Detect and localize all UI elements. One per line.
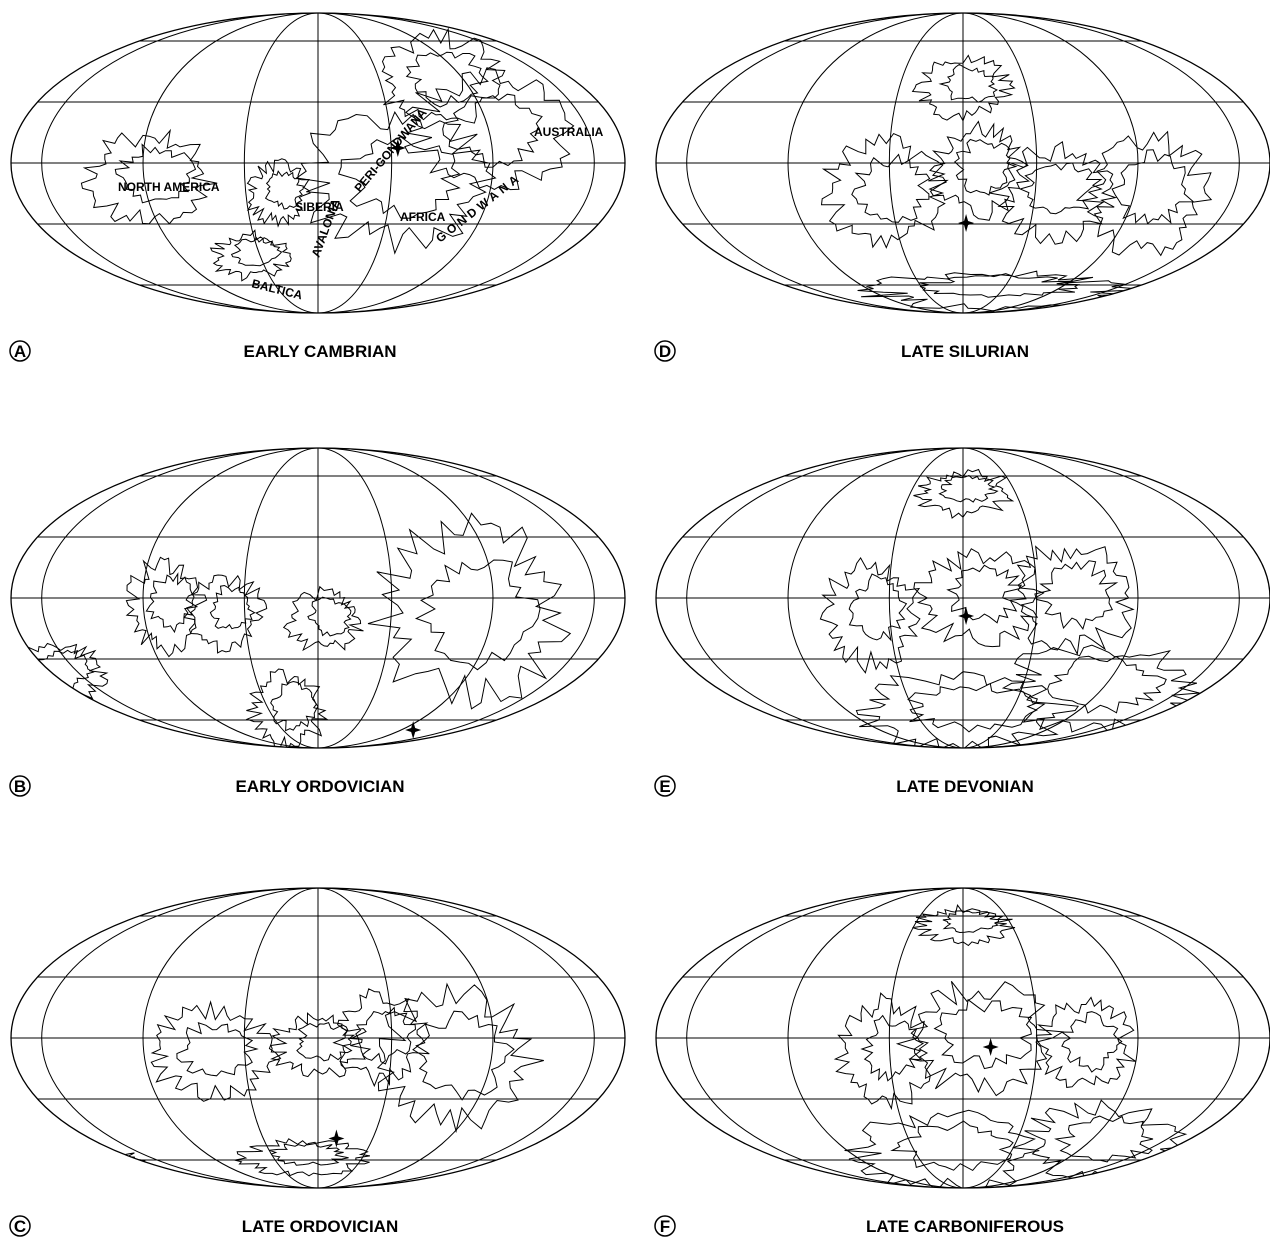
continent-outline: [235, 1139, 370, 1176]
continent-outline: [146, 574, 194, 632]
continent-outline: [928, 122, 1028, 221]
continent-outline: [13, 644, 108, 706]
panel-letter: B: [14, 777, 26, 796]
continent-outline: [1077, 132, 1211, 256]
map-panel: E LATE DEVONIAN: [655, 448, 1270, 796]
pole-star: [983, 1038, 999, 1056]
continent-outline: [892, 1121, 1013, 1170]
panel-title: LATE SILURIAN: [901, 342, 1029, 361]
continents: [820, 470, 1199, 753]
continent-outline: [211, 230, 292, 280]
continent-outline: [940, 65, 997, 103]
continent-outline: [20, 1150, 151, 1182]
map-panel: D LATE SILURIAN: [655, 13, 1270, 361]
panel-letter: D: [659, 342, 671, 361]
continent-outline: [308, 597, 351, 636]
continent-outline: [1112, 150, 1193, 224]
panel-letter: A: [14, 342, 26, 361]
continent-outline: [416, 560, 540, 670]
continent-outline: [297, 1023, 354, 1061]
continent-outline: [284, 587, 364, 650]
continent-outline: [54, 1152, 135, 1171]
continents: [20, 984, 544, 1182]
continent-outline: [940, 476, 998, 503]
continent-outline: [334, 989, 430, 1086]
continent-outline: [1035, 561, 1117, 629]
panel-title: LATE CARBONIFEROUS: [866, 1217, 1064, 1236]
map-label: AFRICA: [400, 210, 446, 224]
continent-outline: [271, 682, 318, 731]
panel-title: EARLY ORDOVICIAN: [235, 777, 404, 796]
continent-outline: [862, 1016, 923, 1081]
continent-outline: [413, 1011, 514, 1100]
continent-outline: [1025, 1100, 1186, 1186]
pole-star: [405, 721, 421, 739]
continent-outline: [1020, 163, 1101, 214]
panel-letter: F: [660, 1217, 670, 1236]
map-panel: C LATE ORDOVICIAN: [10, 888, 625, 1236]
map-panel: F LATE CARBONIFEROUS: [655, 888, 1270, 1236]
map-label: NORTH AMERICA: [118, 180, 220, 194]
continent-outline: [856, 672, 1078, 753]
continent-outline: [1003, 547, 1134, 655]
map-label: BALTICA: [250, 276, 304, 302]
pole-star: [958, 214, 974, 232]
continents: [835, 905, 1185, 1191]
continent-outline: [858, 271, 1132, 311]
continent-outline: [184, 575, 267, 653]
pole-star: [958, 607, 974, 625]
continent-outline: [822, 134, 947, 248]
continent-outline: [1062, 1012, 1122, 1072]
continent-outline: [115, 145, 195, 203]
panel-title: LATE DEVONIAN: [896, 777, 1034, 796]
continent-outline: [943, 911, 999, 933]
continent-outline: [232, 238, 282, 266]
continent-outline: [1056, 1116, 1153, 1162]
continent-outline: [820, 558, 920, 673]
panel-letter: C: [14, 1217, 26, 1236]
continent-outline: [210, 586, 254, 629]
map-label: AUSTRALIA: [534, 125, 604, 139]
continent-outline: [81, 131, 217, 224]
panel-title: EARLY CAMBRIAN: [243, 342, 396, 361]
continent-outline: [948, 565, 1026, 623]
continent-outline: [835, 993, 930, 1108]
continent-outline: [151, 1002, 280, 1101]
continent-outline: [935, 1000, 1032, 1069]
map-panel: B EARLY ORDOVICIAN: [10, 448, 625, 796]
continents: [13, 513, 571, 751]
panel-letter: E: [659, 777, 670, 796]
continent-outline: [378, 984, 544, 1131]
continents: [822, 55, 1212, 311]
panel-title: LATE ORDOVICIAN: [242, 1217, 398, 1236]
figure: AEARLY CAMBRIANNORTH AMERICASIBERIABALTI…: [0, 0, 1270, 1241]
continent-outline: [382, 29, 505, 123]
